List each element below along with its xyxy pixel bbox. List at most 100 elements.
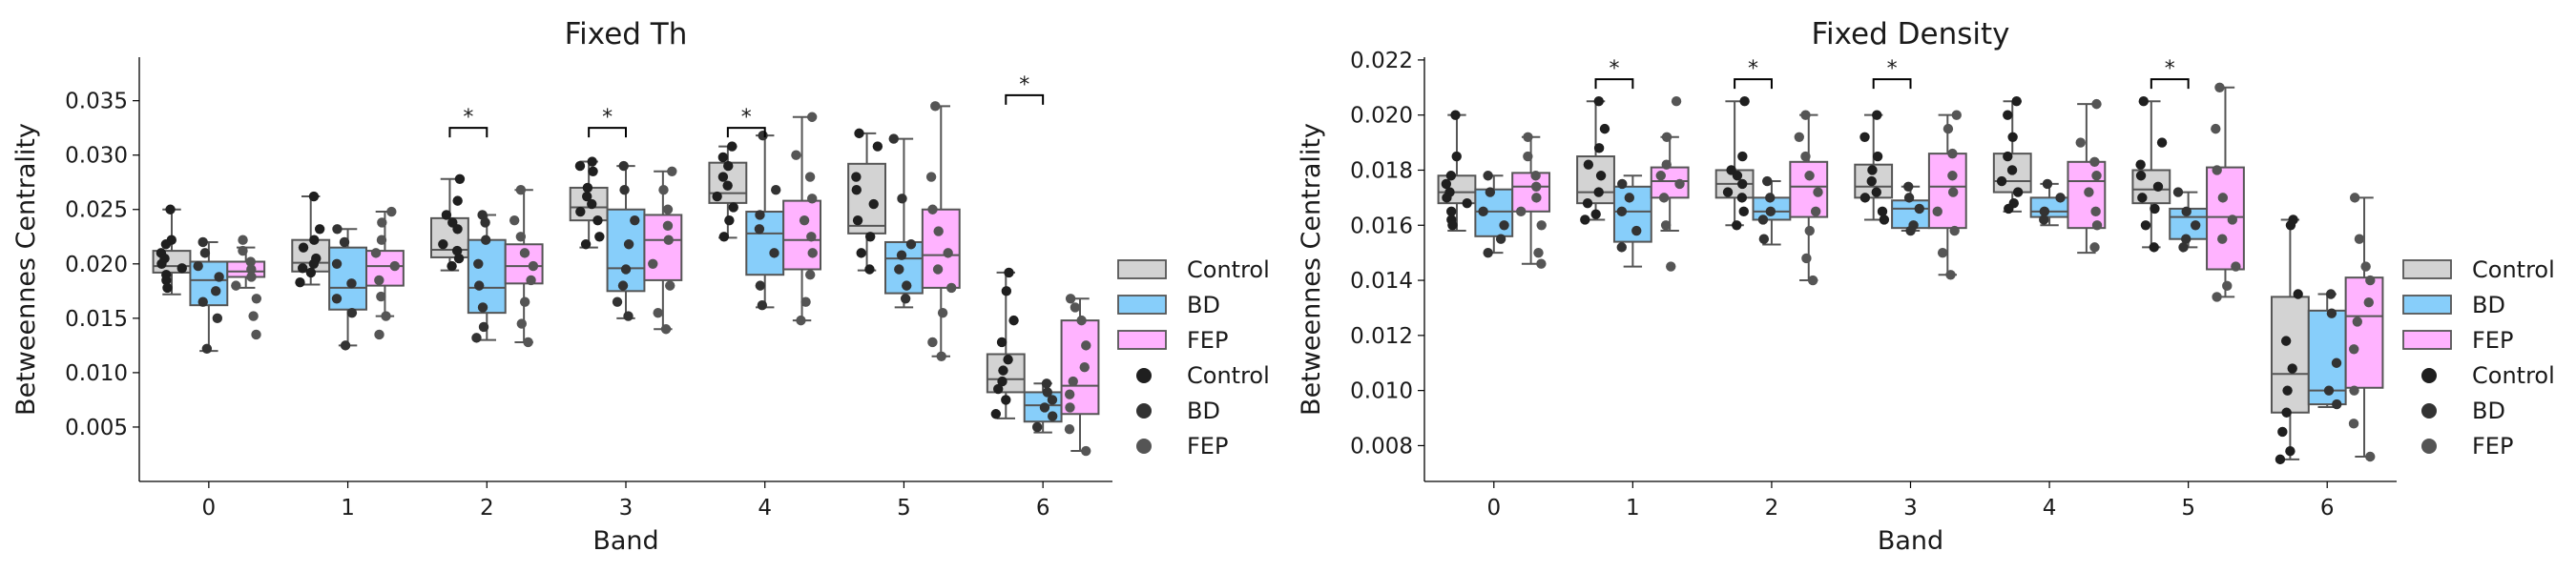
legend-marker-bd — [2421, 403, 2437, 419]
data-point-bd — [771, 185, 781, 195]
significance-star: * — [602, 106, 613, 130]
y-tick-label: 0.035 — [65, 90, 128, 114]
data-point-bd — [1483, 171, 1493, 181]
data-point-bd — [1903, 193, 1915, 203]
data-point-fep — [251, 294, 262, 304]
data-point-fep — [1804, 225, 1815, 236]
data-point-bd — [619, 185, 630, 195]
legend-label: FEP — [2472, 327, 2513, 354]
data-point-fep — [1070, 302, 1081, 313]
data-point-bd — [1903, 181, 1914, 193]
data-point-control — [447, 260, 457, 272]
data-point-fep — [2091, 171, 2102, 181]
y-tick-label: 0.008 — [1350, 434, 1413, 459]
data-point-control — [727, 141, 737, 152]
data-point-bd — [339, 236, 350, 248]
data-point-bd — [623, 239, 634, 250]
data-point-fep — [648, 258, 658, 269]
data-point-fep — [1800, 151, 1811, 162]
box-fep — [2206, 166, 2245, 271]
data-point-bd — [214, 272, 224, 282]
data-point-control — [1866, 175, 1877, 187]
legend-label: FEP — [2472, 433, 2513, 460]
data-point-control — [1732, 171, 1743, 181]
data-point-bd — [2055, 193, 2066, 203]
x-tick-label: 6 — [1036, 496, 1050, 521]
data-point-bd — [480, 217, 490, 228]
data-point-control — [454, 174, 466, 184]
data-point-control — [2282, 385, 2293, 396]
data-point-bd — [2323, 385, 2335, 396]
data-point-bd — [1478, 206, 1488, 217]
data-point-control — [1447, 220, 1458, 231]
data-point-bd — [617, 280, 629, 291]
x-tick-label: 3 — [619, 496, 634, 521]
box-control — [1576, 155, 1615, 205]
data-point-bd — [2172, 187, 2184, 197]
legend-label: Control — [2472, 362, 2555, 389]
data-point-fep — [806, 194, 818, 204]
y-axis-label: Betweennes Centrality — [1297, 123, 1326, 416]
data-point-bd — [1042, 387, 1053, 398]
data-point-control — [864, 232, 876, 242]
data-point-bd — [212, 313, 223, 324]
data-point-fep — [2089, 242, 2100, 253]
data-point-fep — [1516, 206, 1527, 217]
data-point-bd — [211, 286, 221, 296]
data-point-fep — [1951, 110, 1962, 120]
data-point-control — [2004, 203, 2014, 214]
data-point-bd — [2326, 308, 2337, 318]
data-point-control — [581, 191, 592, 202]
x-tick-label: 6 — [2320, 496, 2335, 521]
significance-bracket — [2150, 78, 2190, 90]
data-point-fep — [2231, 261, 2241, 272]
data-point-control — [2293, 289, 2303, 299]
significance-bracket — [1005, 93, 1045, 105]
box-fep — [782, 199, 822, 271]
data-point-fep — [1947, 148, 1958, 159]
data-point-bd — [757, 299, 768, 311]
data-point-bd — [477, 302, 488, 313]
data-point-control — [856, 248, 866, 258]
data-point-bd — [346, 307, 358, 318]
data-point-control — [156, 258, 167, 269]
y-tick-label: 0.018 — [1350, 158, 1413, 183]
data-point-control — [996, 337, 1008, 348]
data-point-bd — [623, 311, 634, 321]
data-point-fep — [807, 248, 818, 258]
data-point-control — [1877, 206, 1888, 217]
data-point-fep — [1536, 220, 1547, 231]
y-tick-label: 0.016 — [1350, 214, 1413, 238]
data-point-bd — [1495, 234, 1506, 244]
data-point-bd — [2178, 242, 2189, 253]
data-point-control — [2149, 242, 2159, 253]
data-point-fep — [1666, 261, 1676, 272]
data-point-bd — [1047, 395, 1058, 405]
data-point-fep — [519, 248, 530, 258]
data-point-bd — [332, 224, 343, 235]
data-point-control — [1001, 395, 1011, 405]
data-point-bd — [1483, 247, 1493, 258]
data-point-control — [2003, 151, 2013, 162]
data-point-control — [2006, 165, 2018, 175]
data-point-control — [1737, 178, 1748, 190]
data-point-bd — [1039, 402, 1050, 413]
y-tick-label: 0.005 — [65, 416, 128, 440]
legend-marker-control — [1136, 368, 1152, 383]
data-point-bd — [755, 280, 766, 291]
data-point-fep — [2349, 385, 2359, 396]
data-point-bd — [755, 210, 765, 220]
data-point-bd — [769, 248, 779, 258]
data-point-fep — [1064, 424, 1075, 435]
data-point-fep — [1081, 340, 1091, 351]
significance-star: * — [463, 106, 473, 130]
box-fep — [643, 214, 683, 281]
y-tick-label: 0.010 — [1350, 379, 1413, 404]
data-point-bd — [612, 296, 623, 307]
data-point-control — [2277, 426, 2288, 438]
data-point-fep — [2363, 296, 2374, 308]
data-point-bd — [193, 260, 203, 272]
data-point-control — [2280, 336, 2292, 346]
significance-star: * — [1887, 57, 1898, 81]
data-point-bd — [478, 321, 489, 333]
